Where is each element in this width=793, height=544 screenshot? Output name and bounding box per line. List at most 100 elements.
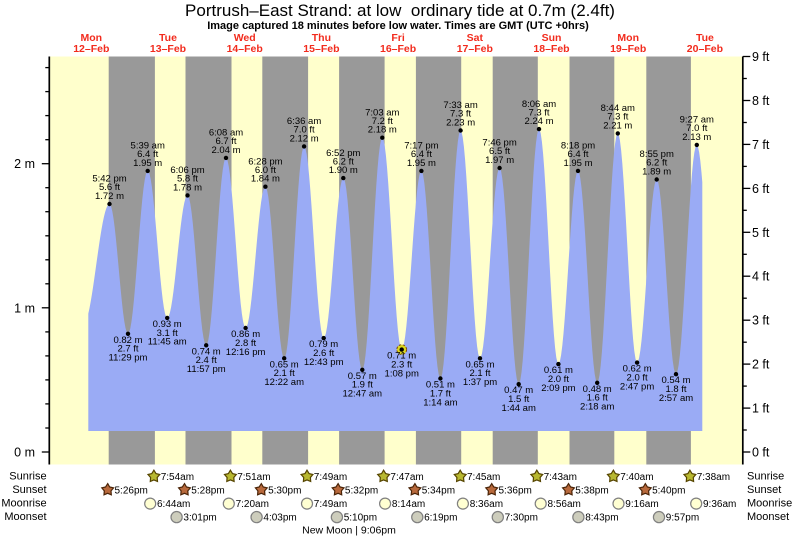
svg-text:9:36am: 9:36am [703, 499, 736, 510]
svg-text:Sunset: Sunset [747, 484, 781, 496]
svg-text:6.4 ft: 6.4 ft [567, 149, 588, 160]
svg-text:Sat: Sat [467, 32, 484, 44]
svg-text:0.54 m: 0.54 m [661, 375, 690, 386]
svg-text:7:40am: 7:40am [620, 472, 653, 483]
svg-text:14–Feb: 14–Feb [227, 43, 263, 55]
svg-text:17–Feb: 17–Feb [457, 43, 493, 55]
svg-text:0.57 m: 0.57 m [348, 371, 377, 382]
svg-text:4:03pm: 4:03pm [263, 513, 296, 524]
svg-text:0 ft: 0 ft [752, 446, 770, 460]
svg-text:7:45am: 7:45am [467, 472, 500, 483]
svg-text:0.48 m: 0.48 m [583, 384, 612, 395]
svg-text:0.62 m: 0.62 m [623, 364, 652, 375]
svg-text:16–Feb: 16–Feb [380, 43, 416, 55]
svg-text:Mon: Mon [617, 32, 639, 44]
svg-text:6:28 pm: 6:28 pm [248, 156, 282, 167]
svg-text:2:57 am: 2:57 am [659, 393, 693, 404]
svg-text:1.95 m: 1.95 m [563, 158, 592, 169]
svg-text:0.82 m: 0.82 m [113, 335, 142, 346]
svg-text:6:44am: 6:44am [157, 499, 190, 510]
svg-text:1 m: 1 m [14, 301, 35, 315]
svg-text:2.1 ft: 2.1 ft [469, 368, 490, 379]
svg-text:8:44 am: 8:44 am [601, 103, 635, 114]
svg-text:Moonrise: Moonrise [747, 497, 792, 509]
svg-text:12–Feb: 12–Feb [73, 43, 109, 55]
svg-text:1.5 ft: 1.5 ft [508, 394, 529, 405]
svg-text:2:18 am: 2:18 am [580, 402, 614, 413]
svg-text:5:30pm: 5:30pm [268, 485, 301, 496]
svg-text:0.51 m: 0.51 m [426, 380, 455, 391]
svg-text:7:43am: 7:43am [544, 472, 577, 483]
svg-text:0.79 m: 0.79 m [309, 339, 338, 350]
svg-text:1.72 m: 1.72 m [95, 191, 124, 202]
svg-text:1.84 m: 1.84 m [251, 174, 280, 185]
svg-text:Sun: Sun [542, 32, 562, 44]
svg-text:20–Feb: 20–Feb [687, 43, 723, 55]
svg-text:Mon: Mon [81, 32, 103, 44]
svg-text:1.9 ft: 1.9 ft [352, 380, 373, 391]
svg-text:1 ft: 1 ft [752, 402, 770, 416]
svg-text:12:43 pm: 12:43 pm [304, 357, 344, 368]
svg-text:7:20am: 7:20am [236, 499, 269, 510]
svg-text:8:56am: 8:56am [548, 499, 581, 510]
svg-text:2.23 m: 2.23 m [446, 118, 475, 129]
svg-text:2:47 pm: 2:47 pm [620, 381, 654, 392]
svg-text:1.7 ft: 1.7 ft [430, 388, 451, 399]
svg-text:5:34pm: 5:34pm [422, 485, 455, 496]
svg-text:8:18 pm: 8:18 pm [561, 141, 595, 152]
svg-text:6:08 am: 6:08 am [209, 128, 243, 139]
svg-text:2.13 m: 2.13 m [682, 132, 711, 143]
svg-text:9 ft: 9 ft [752, 50, 770, 64]
svg-text:19–Feb: 19–Feb [610, 43, 646, 55]
svg-text:7:54am: 7:54am [161, 472, 194, 483]
svg-text:6.0 ft: 6.0 ft [255, 165, 276, 176]
svg-text:2.4 ft: 2.4 ft [196, 355, 217, 366]
svg-text:Moonset: Moonset [4, 511, 46, 523]
svg-text:0.71 m: 0.71 m [387, 351, 416, 362]
svg-text:2.0 ft: 2.0 ft [627, 373, 648, 384]
svg-text:2.21 m: 2.21 m [603, 120, 632, 131]
svg-text:6:36 am: 6:36 am [287, 116, 321, 127]
svg-text:0.93 m: 0.93 m [153, 319, 182, 330]
svg-text:7.3 ft: 7.3 ft [607, 112, 628, 123]
svg-text:2.12 m: 2.12 m [290, 133, 319, 144]
svg-text:5.6 ft: 5.6 ft [99, 182, 120, 193]
svg-text:7:47am: 7:47am [390, 472, 423, 483]
svg-text:0.74 m: 0.74 m [192, 346, 221, 357]
svg-text:11:57 pm: 11:57 pm [187, 364, 226, 375]
svg-text:0.86 m: 0.86 m [231, 329, 260, 340]
svg-text:5:42 pm: 5:42 pm [92, 174, 126, 185]
svg-text:2.7 ft: 2.7 ft [117, 344, 138, 355]
svg-text:9:57pm: 9:57pm [666, 513, 699, 524]
svg-text:8 ft: 8 ft [752, 94, 770, 108]
svg-text:7 ft: 7 ft [752, 138, 770, 152]
svg-text:7:38am: 7:38am [697, 472, 730, 483]
svg-text:6.4 ft: 6.4 ft [137, 149, 158, 160]
svg-text:5:32pm: 5:32pm [345, 485, 378, 496]
svg-text:2.1 ft: 2.1 ft [274, 368, 295, 379]
svg-text:7.3 ft: 7.3 ft [528, 107, 549, 118]
svg-text:5 ft: 5 ft [752, 226, 770, 240]
svg-text:2.8 ft: 2.8 ft [235, 338, 256, 349]
svg-text:5:28pm: 5:28pm [191, 485, 224, 496]
svg-text:Sunrise: Sunrise [747, 471, 784, 483]
svg-text:5:40pm: 5:40pm [652, 485, 685, 496]
svg-text:6.2 ft: 6.2 ft [333, 156, 354, 167]
svg-text:0.65 m: 0.65 m [270, 359, 299, 370]
svg-text:Moonrise: Moonrise [1, 497, 46, 509]
svg-text:6.7 ft: 6.7 ft [215, 136, 236, 147]
svg-text:7:46 pm: 7:46 pm [482, 138, 516, 149]
svg-text:1.95 m: 1.95 m [407, 158, 436, 169]
svg-text:7:49am: 7:49am [314, 472, 347, 483]
svg-text:18–Feb: 18–Feb [533, 43, 569, 55]
svg-text:12:16 pm: 12:16 pm [226, 347, 266, 358]
svg-text:6.4 ft: 6.4 ft [411, 149, 432, 160]
svg-text:3.1 ft: 3.1 ft [157, 328, 178, 339]
svg-text:2.04 m: 2.04 m [211, 145, 240, 156]
svg-text:2 ft: 2 ft [752, 358, 770, 372]
svg-text:7.2 ft: 7.2 ft [372, 116, 393, 127]
svg-text:12:47 am: 12:47 am [342, 389, 382, 400]
svg-text:Image captured 18 minutes befo: Image captured 18 minutes before low wat… [207, 20, 589, 32]
svg-text:8:06 am: 8:06 am [522, 99, 556, 110]
svg-text:5:36pm: 5:36pm [499, 485, 532, 496]
